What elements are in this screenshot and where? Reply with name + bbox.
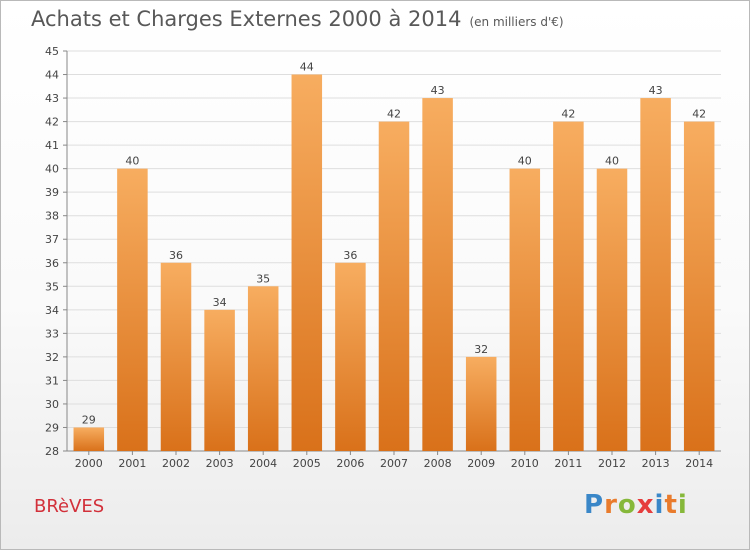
y-tick-label: 40	[45, 163, 59, 176]
bar	[247, 286, 279, 451]
x-tick-label: 2012	[598, 457, 626, 470]
x-tick-label: 2009	[467, 457, 495, 470]
y-tick-label: 31	[45, 374, 59, 387]
x-tick-label: 2011	[554, 457, 582, 470]
y-tick-label: 45	[45, 45, 59, 58]
brand-logo: Proxiti	[584, 490, 688, 520]
x-tick-label: 2001	[118, 457, 146, 470]
y-tick-label: 35	[45, 280, 59, 293]
x-tick-label: 2003	[206, 457, 234, 470]
y-tick-label: 38	[45, 210, 59, 223]
x-tick-label: 2007	[380, 457, 408, 470]
bar	[683, 121, 715, 452]
x-tick-label: 2000	[75, 457, 103, 470]
x-tick-label: 2006	[336, 457, 364, 470]
town-name: BRèVES	[34, 496, 105, 517]
value-label: 44	[300, 61, 314, 74]
bar	[335, 262, 366, 451]
value-label: 40	[125, 155, 139, 168]
value-label: 40	[605, 155, 619, 168]
y-tick-label: 41	[45, 139, 59, 152]
bar	[378, 121, 410, 452]
y-tick-label: 33	[45, 327, 59, 340]
y-tick-label: 32	[45, 351, 59, 364]
brand-letter: r	[604, 490, 618, 520]
bar	[160, 262, 192, 451]
x-tick-label: 2002	[162, 457, 190, 470]
bar	[117, 168, 148, 451]
y-tick-label: 28	[45, 445, 59, 458]
bar	[422, 98, 453, 451]
bar	[73, 427, 105, 451]
y-tick-label: 43	[45, 92, 59, 105]
brand-letter: t	[664, 490, 678, 520]
value-label: 43	[431, 84, 445, 97]
value-label: 36	[169, 249, 183, 262]
brand-letter: o	[617, 490, 637, 520]
y-tick-label: 42	[45, 116, 59, 129]
x-tick-label: 2005	[293, 457, 321, 470]
y-tick-label: 37	[45, 233, 59, 246]
value-label: 42	[387, 108, 401, 121]
value-label: 40	[518, 155, 532, 168]
brand-letter: P	[584, 490, 605, 520]
value-label: 43	[649, 84, 663, 97]
x-tick-label: 2008	[424, 457, 452, 470]
x-tick-label: 2004	[249, 457, 277, 470]
bar	[509, 168, 541, 451]
x-tick-label: 2014	[685, 457, 713, 470]
bar	[640, 98, 671, 451]
value-label: 29	[82, 413, 96, 426]
bar	[291, 74, 323, 451]
brand-letter: x	[636, 490, 655, 520]
x-tick-label: 2010	[511, 457, 539, 470]
x-tick-label: 2013	[642, 457, 670, 470]
y-tick-label: 30	[45, 398, 59, 411]
brand-letter: i	[677, 490, 688, 520]
value-label: 42	[692, 108, 706, 121]
value-label: 42	[561, 108, 575, 121]
y-tick-label: 29	[45, 421, 59, 434]
y-tick-label: 44	[45, 69, 59, 82]
bar	[465, 356, 497, 451]
value-labels: 29 40 36 34 35 44 36 42 43 32 40 42 40 43 42	[82, 61, 706, 427]
bars	[73, 74, 715, 452]
chart-unit: (en milliers d'€)	[469, 15, 564, 29]
bar	[204, 309, 235, 451]
y-tick-label: 36	[45, 257, 59, 270]
value-label: 34	[213, 296, 227, 309]
value-label: 36	[343, 249, 357, 262]
y-tick-label: 34	[45, 304, 59, 317]
chart-title: Achats et Charges Externes 2000 à 2014 (e…	[31, 7, 564, 31]
chart-title-text: Achats et Charges Externes 2000 à 2014	[31, 7, 462, 31]
bar	[596, 168, 628, 451]
value-label: 32	[474, 343, 488, 356]
y-tick-label: 39	[45, 186, 59, 199]
brand-letter: i	[654, 490, 665, 520]
value-label: 35	[256, 272, 270, 285]
bar	[553, 121, 584, 452]
